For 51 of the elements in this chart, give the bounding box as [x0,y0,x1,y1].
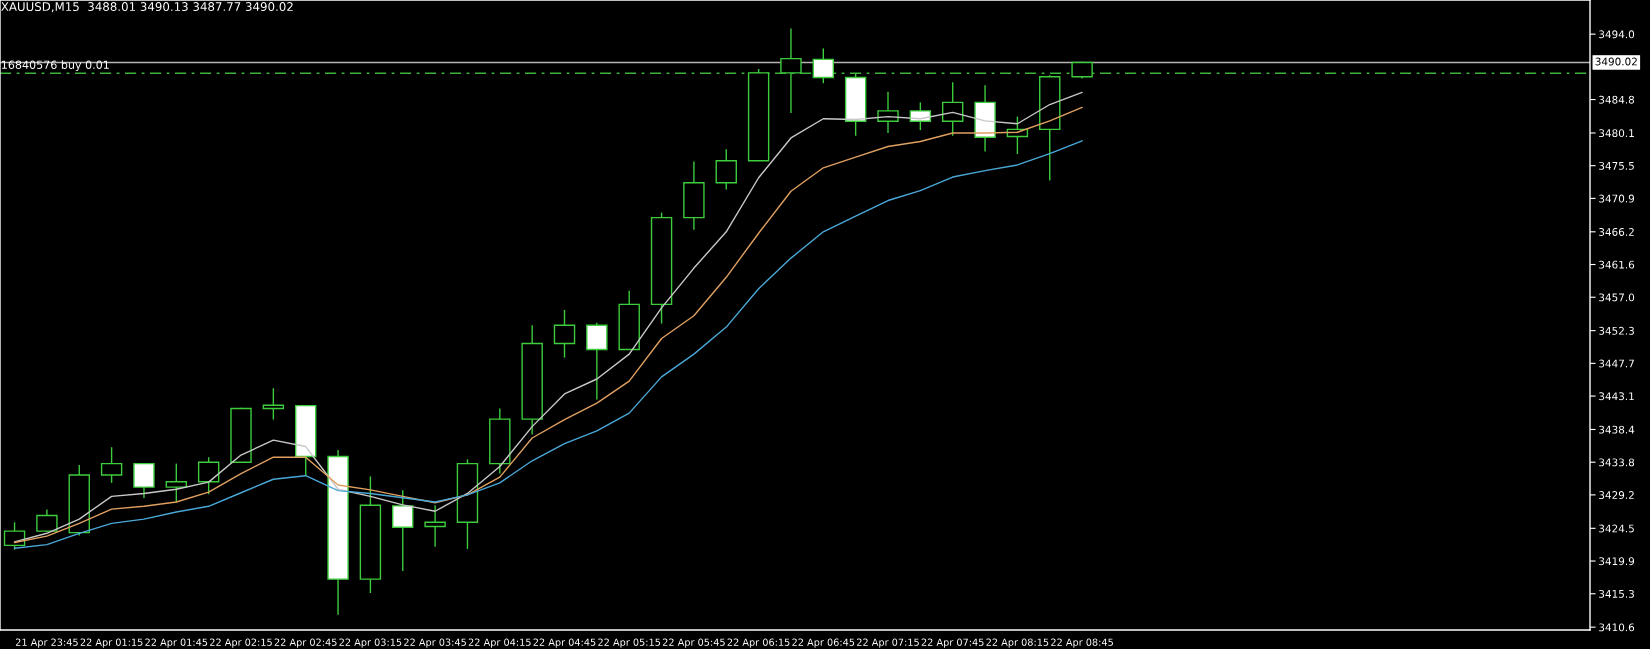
x-tick-label: 22 Apr 06:15 [727,638,790,648]
candlestick [165,462,188,504]
y-tick-label: 3484.8 [1599,95,1635,104]
candlestick [36,508,58,533]
y-tick-label: 3461.6 [1599,260,1635,269]
y-tick-label: 3452.3 [1599,326,1634,335]
y-tick-label: 3433.8 [1599,458,1635,467]
x-tick-label: 22 Apr 02:45 [274,638,337,648]
y-tick-label: 3480.1 [1599,129,1634,138]
candlestick [197,456,220,495]
candlestick [100,446,123,484]
y-tick-label: 3457.0 [1599,293,1635,302]
ref-line-label: 16840576 buy 0.01 [2,60,109,72]
candlestick [715,148,737,191]
x-tick-label: 22 Apr 06:45 [792,638,855,648]
x-tick-label: 22 Apr 04:45 [533,638,596,648]
ref-line-label: 3490.02 [1595,57,1637,66]
x-tick-label: 22 Apr 05:15 [598,638,661,648]
y-tick-label: 3443.1 [1599,392,1634,401]
candlestick [392,489,414,572]
x-tick-label: 22 Apr 08:45 [1051,638,1113,648]
y-tick-label: 3470.9 [1599,194,1635,203]
x-tick-label: 21 Apr 23:45 [15,638,78,648]
x-tick-label: 22 Apr 07:45 [921,638,984,648]
x-tick-label: 22 Apr 03:45 [404,638,466,648]
x-tick-label: 22 Apr 05:45 [662,638,725,648]
y-tick-label: 3429.2 [1599,491,1634,499]
y-tick-label: 3424.5 [1599,524,1634,533]
y-tick-label: 3447.7 [1599,359,1634,368]
candlestick [3,521,26,551]
x-tick-label: 22 Apr 08:15 [986,638,1049,648]
candlestick [424,504,446,548]
chart-title: XAUUSD,M15 3488.01 3490.13 3487.77 3490.02 [1,2,293,13]
candlestick [941,81,964,137]
candlestick [133,462,155,499]
y-tick-label: 3475.5 [1599,161,1634,170]
x-tick-label: 22 Apr 01:15 [80,638,143,648]
y-tick-label: 3410.6 [1599,623,1635,632]
y-tick-label: 3438.4 [1599,425,1635,434]
y-tick-label: 3419.9 [1599,557,1635,566]
x-tick-label: 22 Apr 04:15 [468,638,531,648]
y-tick-label: 3466.2 [1599,228,1634,236]
y-tick-label: 3415.3 [1599,589,1634,598]
x-tick-label: 22 Apr 03:15 [339,638,402,648]
candlestick [553,309,576,359]
y-tick-label: 3494.0 [1599,30,1635,39]
x-tick-label: 22 Apr 01:45 [145,638,208,648]
candlestick [780,27,802,114]
x-tick-label: 22 Apr 02:15 [210,638,272,648]
candlestick [812,47,835,84]
x-tick-label: 22 Apr 07:15 [857,638,919,648]
